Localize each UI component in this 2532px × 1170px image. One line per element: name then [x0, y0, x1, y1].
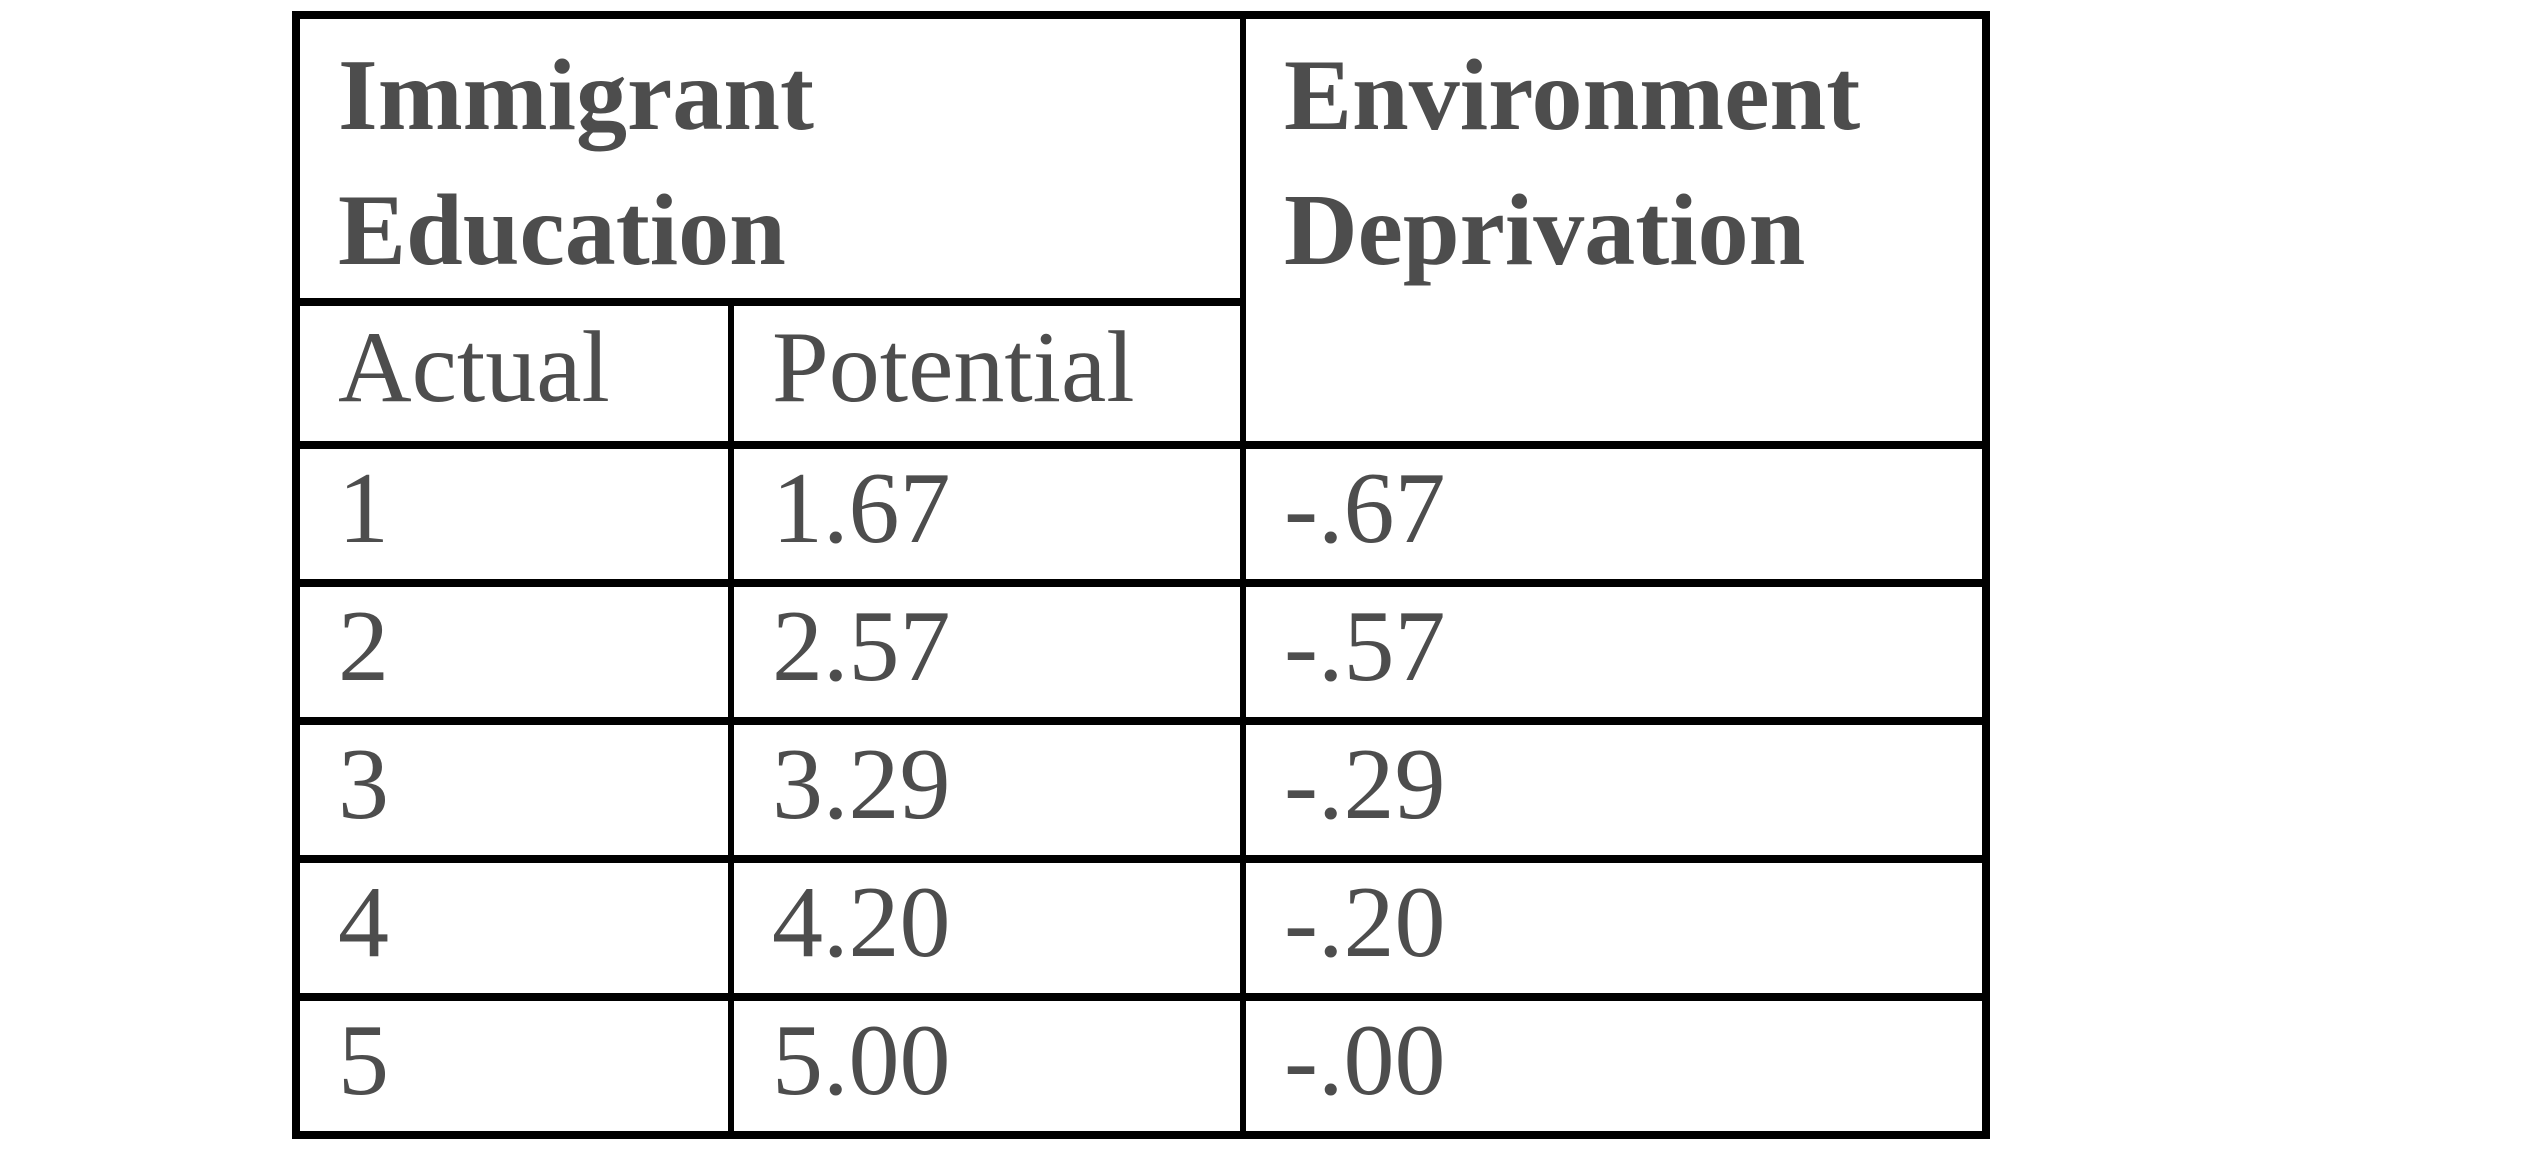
table-row: 3 3.29 -.29	[293, 717, 1989, 864]
subheader-actual: Actual	[293, 298, 734, 450]
cell-actual: 4	[293, 855, 734, 1002]
header-environment-deprivation: Environment Deprivation	[1240, 10, 1989, 450]
cell-potential: 5.00	[728, 993, 1246, 1140]
table-row: 4 4.20 -.20	[293, 855, 1989, 1002]
cell-deprivation: -.20	[1240, 855, 1989, 1002]
cell-potential: 4.20	[728, 855, 1246, 1002]
cell-actual: 3	[293, 717, 734, 864]
cell-actual: 5	[293, 993, 734, 1140]
header-row-group: Immigrant Education Environment Deprivat…	[293, 10, 1989, 450]
cell-actual: 2	[293, 579, 734, 726]
cell-deprivation: -.29	[1240, 717, 1989, 864]
cell-deprivation: -.67	[1240, 441, 1989, 588]
cell-potential: 3.29	[728, 717, 1246, 864]
subheader-potential: Potential	[728, 298, 1246, 450]
cell-potential: 2.57	[728, 579, 1246, 726]
cell-actual: 1	[293, 441, 734, 588]
table-row: 2 2.57 -.57	[293, 579, 1989, 726]
cell-potential: 1.67	[728, 441, 1246, 588]
cell-deprivation: -.00	[1240, 993, 1989, 1140]
table-row: 5 5.00 -.00	[293, 993, 1989, 1140]
immigrant-education-table: Immigrant Education Environment Deprivat…	[292, 10, 1990, 1140]
cell-deprivation: -.57	[1240, 579, 1989, 726]
header-row-sub: Actual Potential	[293, 298, 1986, 450]
header-immigrant-education: Immigrant Education	[293, 10, 1246, 307]
table-row: 1 1.67 -.67	[293, 441, 1989, 588]
